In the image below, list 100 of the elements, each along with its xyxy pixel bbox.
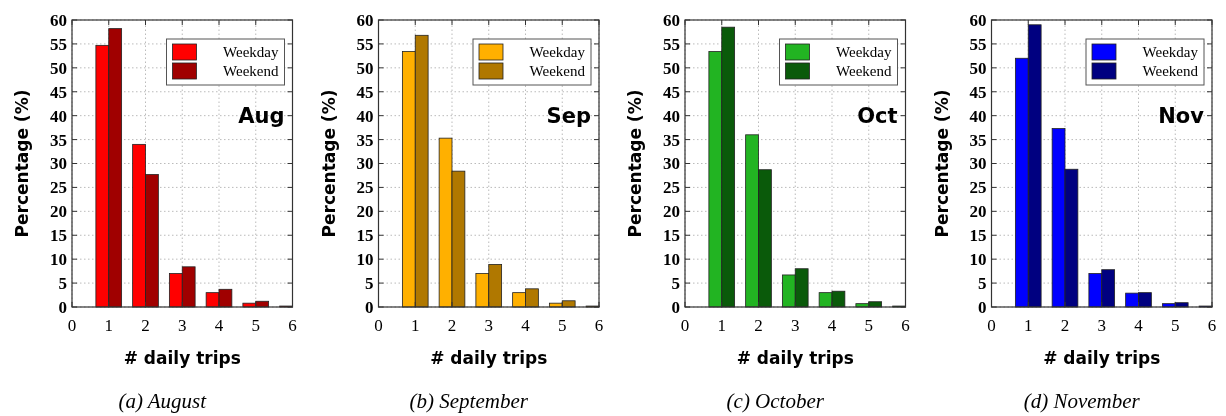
y-tick-label: 15 xyxy=(356,226,374,246)
y-axis-title: Percentage (%) xyxy=(318,89,339,238)
y-tick-label: 55 xyxy=(50,34,67,54)
annotation: Sep xyxy=(546,103,591,128)
y-tick-label: 50 xyxy=(663,58,680,78)
text: (b) September xyxy=(409,389,529,413)
y-tick-label: 60 xyxy=(356,10,374,30)
x-tick-label: 5 xyxy=(1171,316,1180,335)
legend-label: Weekday xyxy=(836,44,892,61)
legend-label: Weekday xyxy=(529,44,586,61)
y-tick-label: 30 xyxy=(356,154,374,174)
legend-label: Weekday xyxy=(1142,44,1199,61)
x-tick-label: 3 xyxy=(178,316,187,335)
annotation: Oct xyxy=(857,103,898,128)
y-tick-label: 35 xyxy=(663,130,680,150)
y-tick-label: 0 xyxy=(365,297,374,317)
y-tick-label: 5 xyxy=(365,274,374,294)
x-tick-label: 4 xyxy=(1134,316,1144,335)
y-tick-label: 10 xyxy=(356,250,374,270)
y-tick-label: 50 xyxy=(50,58,67,78)
y-tick-label: 5 xyxy=(58,274,67,294)
y-tick-label: 25 xyxy=(969,178,987,198)
x-tick-label: 5 xyxy=(251,316,260,335)
y-axis-title: Percentage (%) xyxy=(625,89,645,238)
y-tick-label: 0 xyxy=(58,297,67,317)
x-tick-label: 3 xyxy=(791,316,800,335)
legend-label: Weekday xyxy=(223,44,279,61)
x-axis-title: # daily trips xyxy=(123,348,241,368)
y-tick-label: 35 xyxy=(50,130,67,150)
y-tick-label: 0 xyxy=(671,297,680,317)
y-tick-label: 40 xyxy=(50,106,67,126)
y-tick-label: 10 xyxy=(969,250,987,270)
y-tick-label: 35 xyxy=(969,130,987,150)
y-tick-label: 15 xyxy=(663,226,680,246)
x-tick-label: 1 xyxy=(717,316,726,335)
x-tick-label: 4 xyxy=(214,316,224,335)
x-tick-label: 2 xyxy=(141,316,150,335)
x-tick-label: 5 xyxy=(558,316,567,335)
y-tick-label: 40 xyxy=(356,106,374,126)
x-tick-label: 1 xyxy=(104,316,113,335)
y-tick-label: 50 xyxy=(356,58,374,78)
y-tick-label: 60 xyxy=(663,10,680,30)
y-tick-label: 0 xyxy=(978,297,987,317)
y-tick-label: 10 xyxy=(663,250,680,270)
x-tick-label: 2 xyxy=(447,316,457,335)
legend-label: Weekend xyxy=(836,63,892,80)
x-tick-label: 2 xyxy=(754,316,763,335)
y-tick-label: 20 xyxy=(663,202,680,222)
y-tick-label: 30 xyxy=(969,154,987,174)
x-axis-title: # daily trips xyxy=(430,348,548,368)
x-tick-label: 3 xyxy=(484,316,493,335)
y-tick-label: 40 xyxy=(969,106,987,126)
y-tick-label: 45 xyxy=(356,82,374,102)
x-tick-label: 6 xyxy=(901,316,910,335)
x-axis-title: # daily trips xyxy=(1043,348,1161,368)
y-tick-label: 45 xyxy=(50,82,67,102)
y-tick-label: 25 xyxy=(356,178,374,198)
legend-label: Weekend xyxy=(1142,63,1199,80)
y-tick-label: 55 xyxy=(969,34,987,54)
y-tick-label: 5 xyxy=(978,274,987,294)
y-tick-label: 5 xyxy=(671,274,680,294)
y-axis-title: Percentage (%) xyxy=(931,89,952,238)
y-tick-label: 30 xyxy=(50,154,67,174)
y-tick-label: 60 xyxy=(969,10,987,30)
text: (a) August xyxy=(118,389,208,413)
y-tick-label: 55 xyxy=(663,34,680,54)
x-tick-label: 5 xyxy=(864,316,873,335)
x-tick-label: 2 xyxy=(1060,316,1070,335)
y-tick-label: 45 xyxy=(663,82,680,102)
x-tick-label: 1 xyxy=(1024,316,1033,335)
y-tick-label: 20 xyxy=(356,202,374,222)
y-tick-label: 20 xyxy=(969,202,987,222)
x-tick-label: 6 xyxy=(1207,316,1217,335)
x-tick-label: 4 xyxy=(827,316,837,335)
y-tick-label: 10 xyxy=(50,250,67,270)
x-tick-label: 4 xyxy=(521,316,531,335)
y-tick-label: 50 xyxy=(969,58,987,78)
y-tick-label: 20 xyxy=(50,202,67,222)
y-tick-label: 15 xyxy=(50,226,67,246)
x-tick-label: 1 xyxy=(411,316,420,335)
y-tick-label: 25 xyxy=(50,178,67,198)
y-tick-label: 45 xyxy=(969,82,987,102)
y-tick-label: 60 xyxy=(50,10,67,30)
x-tick-label: 3 xyxy=(1097,316,1106,335)
text: (d) November xyxy=(1023,389,1141,413)
x-tick-label: 6 xyxy=(594,316,604,335)
text: (c) October xyxy=(726,389,825,413)
y-tick-label: 30 xyxy=(663,154,680,174)
y-axis-title: Percentage (%) xyxy=(12,89,32,238)
legend-label: Weekend xyxy=(529,63,586,80)
annotation: Nov xyxy=(1158,103,1205,128)
y-tick-label: 25 xyxy=(663,178,680,198)
legend-label: Weekend xyxy=(223,63,279,80)
y-tick-label: 35 xyxy=(356,130,374,150)
x-tick-label: 6 xyxy=(288,316,297,335)
x-axis-title: # daily trips xyxy=(736,348,854,368)
annotation: Aug xyxy=(238,103,285,128)
y-tick-label: 55 xyxy=(356,34,374,54)
y-tick-label: 15 xyxy=(969,226,987,246)
y-tick-label: 40 xyxy=(663,106,680,126)
